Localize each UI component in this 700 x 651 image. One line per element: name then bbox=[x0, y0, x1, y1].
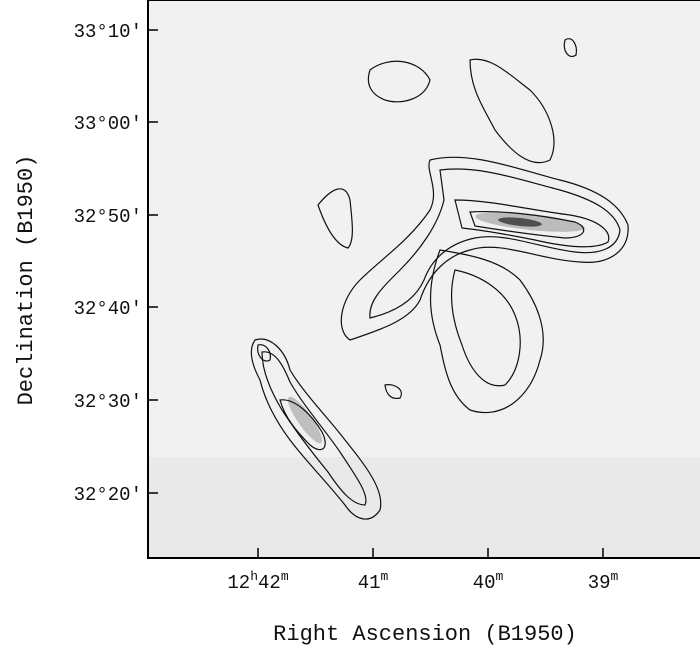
x-tick-label: 41m bbox=[358, 569, 389, 594]
tick-number: 42 bbox=[258, 572, 281, 594]
tick-number: 40 bbox=[473, 572, 496, 594]
y-tick-label: 33°10′ bbox=[74, 21, 142, 43]
y-tick-label: 32°30′ bbox=[74, 391, 142, 413]
tick-unit: m bbox=[281, 569, 289, 584]
y-tick-label: 32°40′ bbox=[74, 298, 142, 320]
tick-unit: m bbox=[496, 569, 504, 584]
tick-unit: m bbox=[611, 569, 619, 584]
tick-unit: m bbox=[381, 569, 389, 584]
sky-image bbox=[148, 0, 700, 558]
contours bbox=[250, 38, 629, 520]
x-tick-label: 40m bbox=[473, 569, 504, 594]
x-tick-label: 12h42m bbox=[227, 569, 288, 594]
y-axis-label: Declination (B1950) bbox=[14, 155, 39, 406]
plot-frame bbox=[147, 0, 700, 559]
tick-number: 12 bbox=[227, 572, 250, 594]
x-axis-label: Right Ascension (B1950) bbox=[273, 622, 577, 647]
y-tick-label: 32°50′ bbox=[74, 206, 142, 228]
tick-number: 39 bbox=[588, 572, 611, 594]
y-tick-label: 33°00′ bbox=[74, 113, 142, 135]
x-tick-label: 39m bbox=[588, 569, 619, 594]
y-tick-label: 32°20′ bbox=[74, 484, 142, 506]
tick-unit: h bbox=[250, 569, 258, 584]
tick-number: 41 bbox=[358, 572, 381, 594]
